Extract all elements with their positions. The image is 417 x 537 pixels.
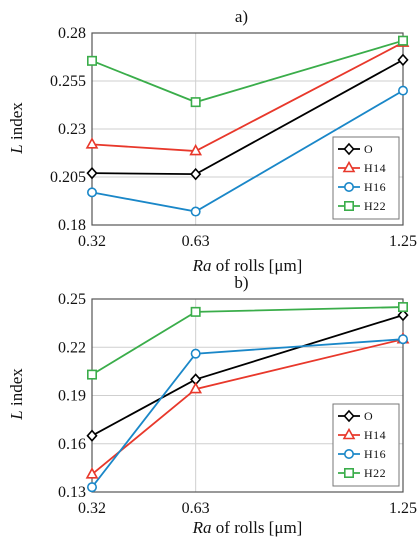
data-point-h16 xyxy=(190,348,201,359)
legend-box xyxy=(332,136,400,220)
y-tick-label: 0.23 xyxy=(58,121,86,138)
x-tick-label: 1.25 xyxy=(389,500,417,517)
data-point-h22 xyxy=(190,97,201,108)
x-tick-label: 0.63 xyxy=(182,500,210,517)
y-tick-label: 0.255 xyxy=(50,73,86,90)
legend-label-h22: H22 xyxy=(364,466,386,480)
x-tick-label: 0.32 xyxy=(78,233,106,250)
panel-a: 0.18 0.205 0.23 0.255 0.28 0.32 0.63 1.25 a) Ra o… xyxy=(7,7,417,275)
legend-label-h16: H16 xyxy=(364,180,386,194)
y-tick-label: 0.22 xyxy=(58,339,86,356)
data-point-h22 xyxy=(397,302,408,313)
legend-label-h22: H22 xyxy=(364,199,386,213)
y-axis-title-italic: L xyxy=(7,410,26,420)
legend-marker-h22 xyxy=(343,467,354,478)
plot-frame xyxy=(91,32,404,226)
plot-frame xyxy=(91,298,404,493)
x-tick-label: 0.32 xyxy=(78,500,106,517)
x-axis-title-rest: of rolls [μm] xyxy=(212,518,303,537)
series-line-h22 xyxy=(91,39,404,104)
data-point-h22 xyxy=(190,306,201,317)
y-tick-label: 0.13 xyxy=(58,484,86,501)
y-tick-label: 0.28 xyxy=(58,25,86,42)
legend-marker-o xyxy=(343,142,355,156)
y-tick-label: 0.19 xyxy=(58,388,86,405)
data-point-h22 xyxy=(397,35,408,46)
data-point-h16 xyxy=(397,85,408,96)
data-point-h16 xyxy=(397,334,408,345)
legend: O H14 H16 H22 xyxy=(332,136,400,220)
data-point-h22 xyxy=(87,55,98,66)
x-axis-title: Ra of rolls [μm] xyxy=(192,256,303,275)
y-axis-title-rest: index xyxy=(7,102,26,145)
x-tick-label: 0.63 xyxy=(182,233,210,250)
y-tick-label: 0.18 xyxy=(58,217,86,234)
y-axis-title-italic: L xyxy=(7,144,26,154)
legend-label-h14: H14 xyxy=(364,428,386,442)
y-axis-title-rest: index xyxy=(7,368,26,411)
data-point-o xyxy=(397,308,409,322)
data-point-o xyxy=(86,166,98,180)
y-tick-label: 0.205 xyxy=(50,169,86,186)
legend-marker-h22 xyxy=(343,201,354,212)
data-point-h16 xyxy=(87,482,98,493)
data-point-h22 xyxy=(87,369,98,380)
legend-marker-o xyxy=(343,409,355,423)
data-point-h16 xyxy=(87,187,98,198)
x-axis-title: Ra of rolls [μm] xyxy=(192,518,303,537)
y-axis-title: L index xyxy=(7,102,26,155)
x-tick-label: 1.25 xyxy=(389,233,417,250)
legend-label-o: O xyxy=(364,409,373,423)
data-point-h14 xyxy=(189,143,203,156)
y-tick-label: 0.25 xyxy=(58,291,86,308)
legend-label-h16: H16 xyxy=(364,447,386,461)
panel-label: a) xyxy=(235,7,248,26)
data-point-h16 xyxy=(190,206,201,217)
x-axis-title-italic: Ra xyxy=(192,256,212,275)
x-axis-title-italic: Ra xyxy=(192,518,212,537)
y-tick-label: 0.16 xyxy=(58,436,86,453)
y-axis-title: L index xyxy=(7,368,26,421)
legend-marker-h16 xyxy=(343,182,354,193)
data-point-o xyxy=(190,167,202,181)
legend-label-h14: H14 xyxy=(364,161,386,175)
series-line-h14 xyxy=(91,41,404,152)
legend-marker-h16 xyxy=(343,448,354,459)
data-point-o xyxy=(86,429,98,442)
data-point-h14 xyxy=(85,467,99,479)
panel-label: b) xyxy=(234,273,248,292)
legend-marker-h14 xyxy=(342,160,356,173)
data-point-o xyxy=(397,53,409,67)
panel-b: 0.13 0.16 0.19 0.22 0.25 0.32 0.63 1.25 b) Ra of … xyxy=(7,273,417,537)
data-point-h14 xyxy=(189,381,203,394)
legend-marker-h14 xyxy=(342,427,356,440)
data-point-h14 xyxy=(85,137,99,149)
legend-label-o: O xyxy=(364,142,373,156)
x-axis-title-rest: of rolls [μm] xyxy=(212,256,303,275)
series-line-h22 xyxy=(91,306,404,376)
legend: O H14 H16 H22 xyxy=(332,403,400,487)
